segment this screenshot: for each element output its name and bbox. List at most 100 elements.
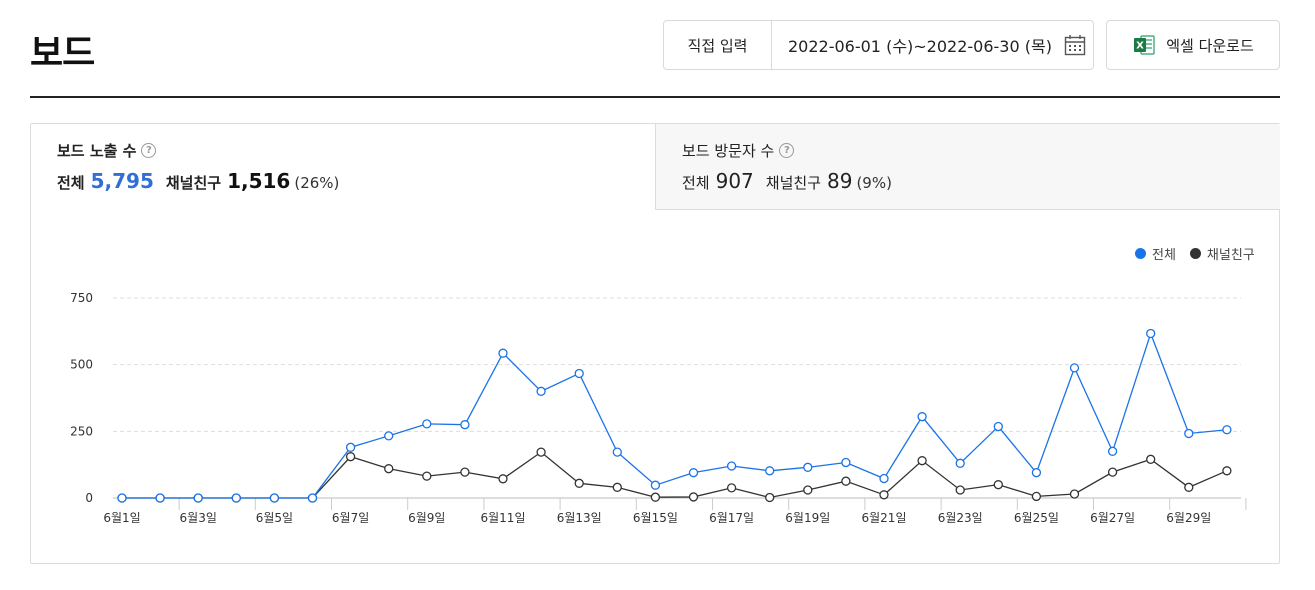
data-point-friend	[765, 492, 775, 503]
series-line-friend	[122, 451, 1228, 499]
help-icon[interactable]: ?	[779, 143, 795, 158]
data-point-total	[955, 458, 965, 468]
legend-item-total[interactable]: 전체	[1135, 244, 1176, 263]
date-range-field[interactable]: 2022-06-01 (수)~2022-06-30 (목)	[772, 33, 1093, 57]
data-point-total	[1184, 428, 1194, 439]
data-point-total	[612, 447, 622, 457]
series-line-total	[122, 331, 1227, 499]
data-point-total	[536, 386, 546, 396]
data-point-total	[269, 493, 280, 503]
date-range-picker[interactable]: 직접 입력 2022-06-01 (수)~2022-06-30 (목)	[663, 20, 1094, 70]
legend-dot-total	[1135, 248, 1146, 259]
x-tick-label: 6월27일	[1090, 511, 1135, 525]
data-point-friend	[345, 452, 356, 462]
date-mode-select[interactable]: 직접 입력	[664, 21, 772, 69]
data-point-friend	[1107, 467, 1118, 477]
legend-item-friend[interactable]: 채널친구	[1189, 244, 1255, 263]
data-point-friend	[993, 480, 1003, 490]
data-point-friend	[650, 492, 661, 502]
x-tick-label: 6월3일	[180, 511, 217, 525]
exposure-title: 보드 노출 수	[57, 142, 137, 160]
exposure-friend-pct: (26%)	[294, 174, 340, 192]
data-point-friend	[460, 467, 470, 477]
data-point-friend	[955, 485, 965, 495]
data-point-total	[841, 457, 851, 468]
data-point-friend	[803, 485, 813, 495]
tab-board-visitors[interactable]: 보드 방문자 수 ? 전체 907 채널친구 89 (9%)	[655, 124, 1280, 210]
data-point-friend	[688, 492, 699, 502]
x-tick-label: 6월1일	[103, 511, 140, 525]
data-point-total	[688, 468, 699, 478]
data-point-friend	[1146, 454, 1156, 464]
data-point-total	[650, 480, 661, 490]
data-point-total	[422, 419, 432, 429]
visitors-friend-label: 채널친구	[765, 174, 821, 192]
data-point-total	[879, 473, 889, 484]
data-point-total	[1069, 363, 1080, 373]
data-point-total	[307, 493, 318, 503]
y-tick-label: 750	[70, 291, 93, 305]
board-stats-panel: 보드 노출 수 ? 전체 5,795 채널친구 1,516 (26%) 보드 방…	[30, 123, 1280, 564]
x-tick-label: 6월11일	[481, 511, 526, 525]
data-point-friend	[498, 474, 508, 484]
legend-label-total: 전체	[1152, 248, 1176, 263]
x-tick-label: 6월23일	[938, 511, 983, 525]
data-point-total	[345, 442, 356, 452]
data-point-total	[574, 368, 584, 379]
data-point-friend	[574, 478, 584, 488]
data-point-friend	[1069, 489, 1080, 499]
data-point-total	[1146, 328, 1156, 339]
x-tick-label: 6월19일	[785, 511, 830, 525]
data-point-total	[1107, 446, 1118, 456]
y-tick-label: 0	[85, 491, 93, 505]
x-tick-label: 6월21일	[862, 511, 907, 525]
exposure-friend-value: 1,516	[227, 169, 291, 193]
visitors-friend-pct: (9%)	[856, 174, 892, 192]
x-tick-label: 6월5일	[256, 511, 293, 525]
visitors-title: 보드 방문자 수	[682, 142, 775, 160]
exposure-total-label: 전체	[57, 174, 85, 192]
data-point-friend	[422, 471, 432, 481]
visitors-total-label: 전체	[682, 174, 710, 192]
data-point-total	[117, 493, 127, 503]
x-tick-label: 6월29일	[1166, 511, 1211, 525]
legend-label-friend: 채널친구	[1206, 248, 1255, 263]
data-point-friend	[612, 482, 622, 492]
x-tick-label: 6월9일	[408, 511, 445, 525]
legend-dot-friend	[1189, 248, 1201, 259]
help-icon[interactable]: ?	[141, 143, 157, 158]
data-point-total	[155, 493, 165, 503]
page-title: 보드	[30, 33, 95, 74]
data-point-total	[765, 466, 775, 476]
data-point-friend	[1222, 466, 1232, 476]
data-point-friend	[1184, 482, 1194, 492]
data-point-total	[193, 493, 203, 503]
visitors-friend-value: 89	[827, 169, 853, 193]
data-point-total	[498, 348, 508, 358]
data-point-total	[460, 420, 470, 430]
data-point-total	[231, 493, 241, 503]
excel-download-label: 엑셀 다운로드	[1166, 36, 1254, 55]
svg-text:X: X	[1136, 41, 1144, 52]
tab-board-exposure[interactable]: 보드 노출 수 ? 전체 5,795 채널친구 1,516 (26%)	[31, 124, 655, 210]
date-range-text: 2022-06-01 (수)~2022-06-30 (목)	[788, 37, 1052, 56]
x-tick-label: 6월15일	[633, 511, 678, 525]
calendar-icon[interactable]	[1064, 34, 1086, 56]
y-tick-label: 500	[70, 358, 93, 372]
excel-icon: X	[1134, 35, 1155, 55]
excel-download-button[interactable]: X 엑셀 다운로드	[1106, 20, 1280, 70]
data-point-total	[993, 421, 1003, 432]
x-tick-label: 6월7일	[332, 511, 369, 525]
data-point-total	[917, 412, 927, 422]
data-point-friend	[1031, 491, 1042, 502]
data-point-total	[1222, 425, 1232, 435]
data-point-friend	[536, 447, 546, 457]
exposure-friend-label: 채널친구	[165, 174, 222, 192]
data-point-friend	[917, 456, 927, 466]
header-divider	[30, 96, 1280, 98]
chart-legend: 전체 채널친구	[1121, 244, 1255, 263]
x-tick-label: 6월13일	[557, 511, 602, 525]
data-point-friend	[841, 476, 851, 486]
data-point-total	[803, 462, 813, 472]
data-point-friend	[726, 483, 737, 493]
